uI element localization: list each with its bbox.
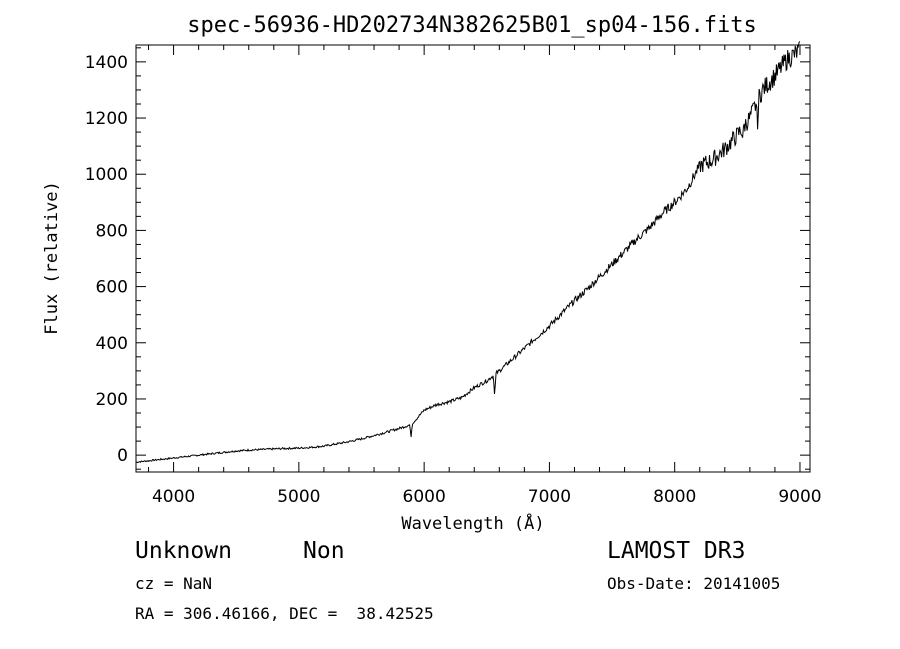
- chart-title: spec-56936-HD202734N382625B01_sp04-156.f…: [187, 13, 757, 38]
- y-tick-label: 0: [117, 446, 128, 466]
- x-axis-label: Wavelength (Å): [401, 512, 544, 534]
- y-axis: 0 200 400 600 800 1000 1200 1400: [85, 47, 810, 470]
- y-tick-label: 1400: [85, 53, 128, 73]
- object-class: Non: [303, 538, 345, 564]
- y-axis-label: Flux (relative): [42, 181, 62, 335]
- y-tick-label: 400: [96, 334, 128, 354]
- spectrum-line: [135, 41, 801, 464]
- y-tick-label: 800: [96, 221, 128, 241]
- spectrum-series: [135, 41, 801, 464]
- x-tick-label: 8000: [653, 487, 696, 507]
- x-tick-label: 9000: [778, 487, 821, 507]
- x-tick-label: 5000: [277, 487, 320, 507]
- x-axis: 4000 5000 6000 7000 8000 9000: [148, 45, 822, 507]
- y-tick-label: 1000: [85, 165, 128, 185]
- x-tick-label: 4000: [152, 487, 195, 507]
- coordinates: RA = 306.46166, DEC = 38.42525: [135, 604, 434, 623]
- redshift-label: cz = NaN: [135, 574, 213, 593]
- plot-frame: [135, 44, 811, 473]
- survey-name: LAMOST DR3: [607, 538, 746, 564]
- x-tick-label: 6000: [403, 487, 446, 507]
- y-tick-label: 1200: [85, 109, 128, 129]
- obs-date: Obs-Date: 20141005: [607, 574, 781, 593]
- y-tick-label: 600: [96, 278, 128, 298]
- x-tick-label: 7000: [528, 487, 571, 507]
- y-tick-label: 200: [96, 390, 128, 410]
- object-name: Unknown: [135, 538, 232, 564]
